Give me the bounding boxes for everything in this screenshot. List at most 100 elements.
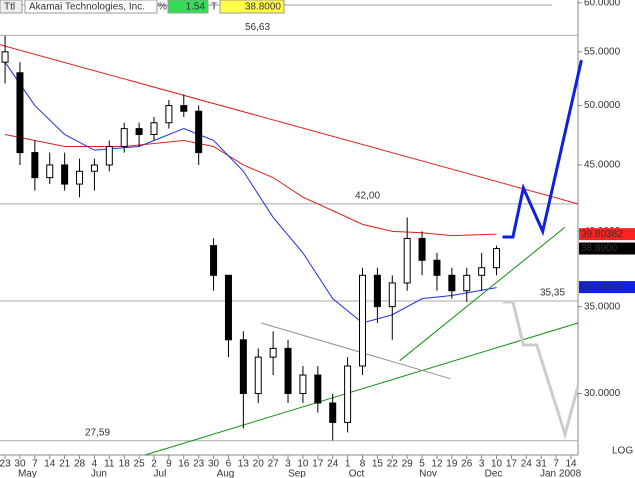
x-tick-label: 18 [119,459,131,470]
y-tick-label: 30.0000 [584,388,621,399]
ticker: Ttl [4,2,15,13]
x-tick-label: 1 [345,459,351,470]
y-tick-label: 45.0000 [584,160,621,171]
x-tick-label: 13 [238,459,250,470]
candle-body [329,402,337,423]
y-tick-label: 60.0000 [584,0,621,8]
t-label: T [211,2,217,13]
x-tick-label: 20 [253,459,265,470]
x-tick-label: 30 [14,459,26,470]
last-box [219,0,285,14]
candle-body [448,274,456,292]
candle-body [344,365,352,423]
trend-line [502,300,580,440]
x-tick-label: 8 [360,459,366,470]
level-label: 56,63 [245,22,270,33]
x-tick-label: 25 [134,459,146,470]
price-tag-label: 38.8000 [581,243,618,254]
x-tick-label: 21 [59,459,71,470]
candle-body [403,237,411,284]
candle-body [16,72,24,154]
x-tick-label: 19 [446,459,458,470]
log-label: LOG [612,446,633,457]
month-label: Jun [91,469,107,478]
trend-line [4,134,497,237]
x-tick-label: 15 [372,459,384,470]
x-tick-label: 22 [387,459,399,470]
candle-body [314,374,322,404]
change: 1.54 [186,2,206,13]
x-tick-label: 9 [166,459,172,470]
x-tick-label: 6 [226,459,232,470]
trend-line [399,226,566,362]
month-label: Jul [154,469,167,478]
candle-body [418,237,426,261]
month-label: Jan 2008 [540,469,582,478]
price-tag-label: 36.23242 [581,282,623,293]
candle-body [358,274,366,367]
candle-body [224,274,232,341]
x-tick-label: 24 [327,459,339,470]
x-tick-label: 12 [431,459,443,470]
x-tick-label: 29 [402,459,414,470]
y-tick-label: 35.0000 [584,301,621,312]
trend-line [144,322,579,456]
x-tick-label: 31 [536,459,548,470]
candle-body [299,374,307,395]
price-tag-label: 39.80382 [581,229,623,240]
candle-body [463,274,471,292]
candle-body [31,152,39,179]
candle-body [195,110,203,154]
x-tick-label: 23 [0,459,11,470]
level-label: 35,35 [540,288,565,299]
y-tick-label: 55.0000 [584,46,621,57]
candle-body [388,282,396,308]
company-name: Akamai Technologies, Inc. [29,2,145,13]
x-tick-label: 24 [521,459,533,470]
candle-body [61,164,69,185]
month-label: May [18,469,37,478]
month-label: Aug [217,469,235,478]
candle-body [76,170,84,185]
candle-body [210,245,218,276]
candle-body [284,347,292,395]
x-tick-label: 11 [104,459,115,470]
candle-body [120,128,128,147]
x-tick-label: 14 [565,459,577,470]
candle-body [373,274,381,308]
x-tick-label: 17 [312,459,324,470]
x-tick-label: 27 [268,459,280,470]
month-label: Sep [288,469,306,478]
candle-body [90,164,98,172]
candle-body [105,145,113,166]
x-tick-label: 3 [285,459,291,470]
ticker-box [0,0,23,14]
x-tick-label: 10 [297,459,309,470]
price-tag [579,281,635,294]
x-tick-label: 7 [553,459,559,470]
month-label: Dec [485,469,503,478]
month-label: Nov [419,469,437,478]
candle-body [254,356,262,395]
x-tick-label: 23 [193,459,205,470]
x-tick-label: 2 [151,459,157,470]
candle-body [269,347,277,358]
x-tick-label: 7 [32,459,38,470]
x-tick-label: 10 [491,459,503,470]
candle-body [150,122,158,135]
price-tag [579,228,635,241]
y-tick-label: 50.0000 [584,100,621,111]
trend-line [0,44,579,205]
candle-body [433,259,441,276]
trend-line [502,59,583,239]
x-tick-label: 30 [208,459,220,470]
name-box [24,0,158,14]
x-tick-label: 14 [44,459,56,470]
candle-body [180,105,188,112]
x-tick-label: 17 [506,459,518,470]
candle-body [239,339,247,395]
month-label: Oct [349,469,365,478]
candle-body [493,248,501,269]
level-label: 42,00 [355,190,380,201]
